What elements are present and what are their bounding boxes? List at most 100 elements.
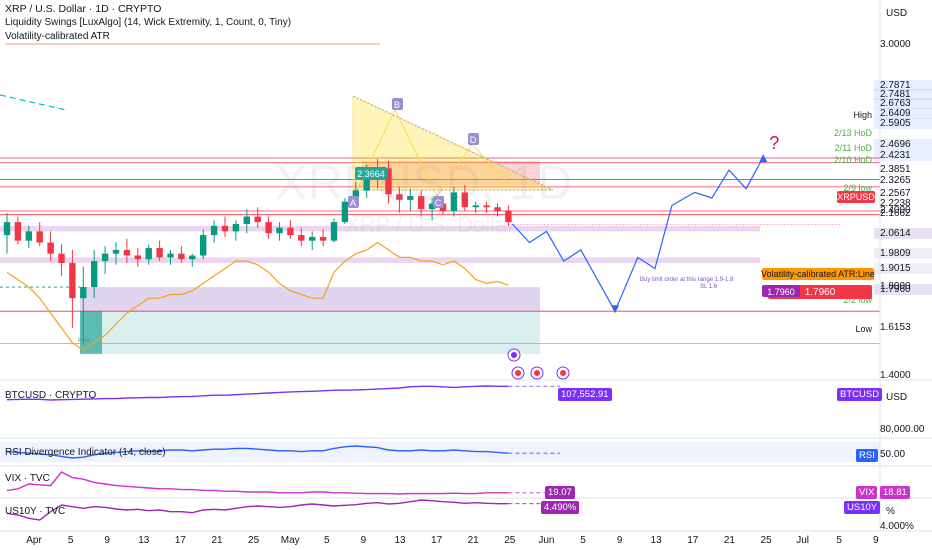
candle-body-25[interactable] [276, 227, 283, 234]
candle-body-10[interactable] [112, 249, 120, 254]
target-zone [80, 311, 540, 354]
candle-body-9[interactable] [101, 253, 109, 262]
candle-body-20[interactable] [221, 225, 229, 232]
pattern-point-bg-3 [468, 133, 479, 145]
candle-body-4[interactable] [47, 242, 54, 254]
atr-badge-bg [762, 268, 874, 280]
price-tick-0: 3.0000 [880, 39, 911, 50]
candle-body-8[interactable] [91, 261, 98, 288]
price-label-0: 2.7871 [880, 80, 911, 91]
vix-pane-label[interactable]: VIX · TVC [5, 473, 50, 484]
candle-body-19[interactable] [210, 225, 218, 236]
lower-zone [0, 257, 760, 263]
indicator-atr-label[interactable]: Volatility-calibrated ATR [5, 31, 110, 42]
candle-body-6[interactable] [69, 262, 76, 299]
candle-body-35[interactable] [385, 168, 392, 195]
candle-body-43[interactable] [472, 205, 479, 208]
price-label-8: 2.3265 [880, 175, 911, 186]
xrpusd-badge: XRPUSD [837, 192, 875, 202]
price-label-bg-1 [874, 89, 932, 100]
rsi-line [6, 445, 509, 459]
event-icon-dot-3 [560, 370, 566, 376]
liquidity-zone-marker [80, 311, 102, 354]
candle-body-1[interactable] [14, 222, 22, 241]
pattern-value-label: 2.3664 [357, 169, 385, 179]
price-label-bg-15 [874, 284, 932, 295]
price-label-bg-0 [874, 80, 932, 91]
time-tick-7: May [281, 535, 300, 546]
time-tick-15: 5 [580, 535, 586, 546]
us10y-unit: % [886, 506, 895, 517]
btc-pane-label[interactable]: BTCUSD · CRYPTO [5, 390, 97, 401]
rsi-pane-bg [0, 442, 880, 462]
candle-body-7[interactable] [80, 287, 87, 299]
candle-body-17[interactable] [189, 255, 196, 260]
trend-dash [0, 94, 67, 111]
pattern-point-c: C [435, 198, 442, 208]
time-tick-9: 9 [361, 535, 367, 546]
candle-body-13[interactable] [145, 248, 152, 260]
level-label-2-9-low: 2/9 low [843, 183, 872, 193]
candle-body-29[interactable] [319, 236, 327, 241]
candle-body-38[interactable] [418, 196, 425, 210]
price-label-12: 2.0614 [880, 228, 911, 239]
us10y-pane-label[interactable]: US10Y · TVC [5, 506, 66, 517]
candle-body-28[interactable] [309, 236, 316, 241]
time-tick-23: 9 [873, 535, 879, 546]
candle-body-45[interactable] [494, 207, 501, 211]
candle-body-18[interactable] [200, 235, 207, 256]
stop-loss-annotation: SL 1.6 [700, 284, 718, 290]
indicator-liquidity-swings-label[interactable]: Liquidity Swings [LuxAlgo] (14, Wick Ext… [5, 17, 292, 28]
rsi-tick: 50.00 [880, 449, 906, 460]
candle-body-11[interactable] [123, 249, 131, 256]
candle-body-0[interactable] [3, 222, 11, 236]
candle-body-15[interactable] [167, 253, 174, 258]
price-label-5: 2.4696 [880, 139, 911, 150]
time-tick-12: 21 [468, 535, 480, 546]
time-tick-20: 25 [760, 535, 772, 546]
candle-body-12[interactable] [134, 255, 141, 260]
candle-body-3[interactable] [36, 231, 43, 243]
candle-body-23[interactable] [254, 216, 261, 223]
price-label-bg-3 [874, 108, 932, 119]
time-tick-13: 25 [504, 535, 516, 546]
price-label-10: 2.2238 [880, 198, 911, 209]
time-tick-19: 21 [724, 535, 736, 546]
pattern-point-bg-2 [433, 196, 444, 208]
candle-body-16[interactable] [178, 253, 185, 260]
rsi-pane-label[interactable]: RSI Divergence Indicator (14, close) [5, 447, 166, 458]
btc-value-badge: 107,552.91 [558, 388, 612, 401]
candle-body-42[interactable] [461, 192, 468, 208]
vix-value-badge: 19.07 [545, 486, 575, 499]
demand-zone [80, 287, 540, 312]
time-tick-11: 17 [431, 535, 443, 546]
pattern-point-bg-1 [392, 98, 403, 110]
candle-body-5[interactable] [58, 253, 65, 263]
time-tick-3: 13 [138, 535, 150, 546]
candle-body-46[interactable] [505, 210, 512, 223]
candle-body-21[interactable] [232, 223, 240, 232]
currency-label: USD [886, 8, 908, 19]
candle-body-2[interactable] [25, 231, 32, 241]
candle-body-22[interactable] [243, 216, 250, 224]
candle-body-39[interactable] [428, 203, 436, 210]
candle-body-36[interactable] [396, 194, 403, 200]
time-tick-4: 17 [175, 535, 187, 546]
candle-body-26[interactable] [287, 227, 294, 236]
candle-body-44[interactable] [483, 205, 490, 208]
candle-body-14[interactable] [156, 248, 163, 258]
candle-body-27[interactable] [298, 235, 305, 241]
candle-body-31[interactable] [341, 201, 349, 223]
candle-body-24[interactable] [265, 222, 272, 234]
price-label-7: 2.3851 [880, 164, 911, 175]
time-tick-6: 25 [248, 535, 260, 546]
candle-body-30[interactable] [330, 222, 338, 241]
btc-tick: 80,000.00 [880, 424, 925, 435]
candle-body-41[interactable] [450, 192, 458, 211]
price-label-14: 1.9015 [880, 263, 911, 274]
time-tick-21: Jul [796, 535, 809, 546]
candle-body-37[interactable] [407, 196, 414, 200]
price-label-bg-5 [874, 139, 932, 150]
candle-body-33[interactable] [363, 173, 370, 191]
